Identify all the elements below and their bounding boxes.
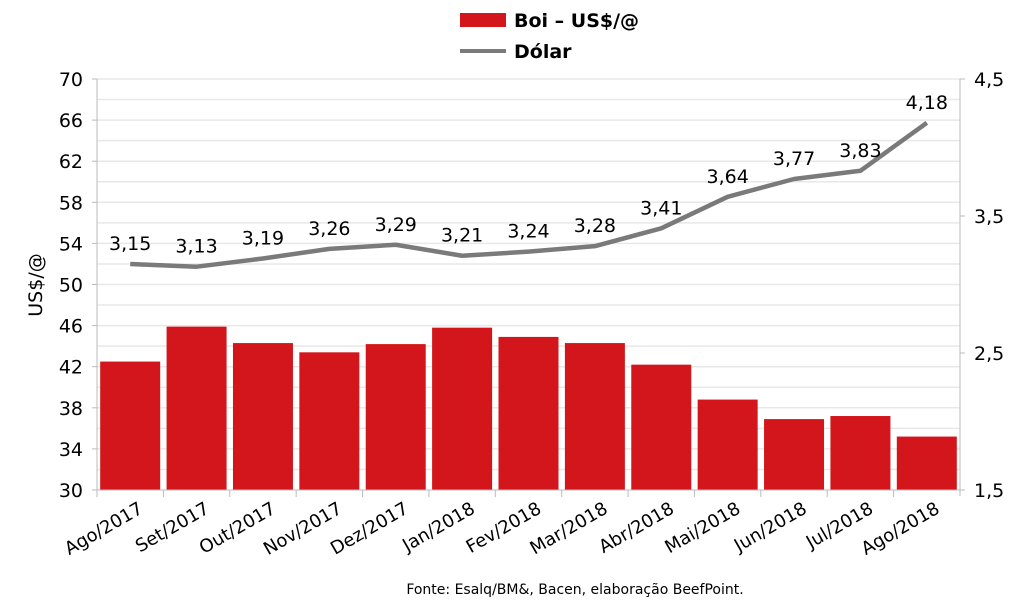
legend-swatch-bar xyxy=(460,13,506,27)
data-label: 3,15 xyxy=(109,233,151,255)
bar xyxy=(764,419,825,490)
data-label: 3,28 xyxy=(574,215,616,237)
y-tick-label: 38 xyxy=(59,398,83,420)
y-tick-label: 34 xyxy=(59,439,83,461)
x-tick-label: Mai/2018 xyxy=(661,498,744,558)
y-tick-label: 50 xyxy=(59,275,83,297)
bar xyxy=(697,399,758,490)
bar xyxy=(498,336,559,490)
y-tick-label: 70 xyxy=(59,69,83,91)
data-label: 3,29 xyxy=(375,214,417,236)
bar xyxy=(564,343,625,490)
y-tick-label: 30 xyxy=(59,480,83,502)
bar xyxy=(896,436,957,490)
y-tick-label: 54 xyxy=(59,233,83,255)
bar xyxy=(365,344,426,490)
y-axis-title: US$/@ xyxy=(25,253,47,316)
data-label: 3,13 xyxy=(175,236,217,258)
bar xyxy=(166,326,227,490)
x-tick-label: Jun/2018 xyxy=(730,498,811,557)
data-label: 3,77 xyxy=(773,148,815,170)
data-label: 3,19 xyxy=(242,227,284,249)
source-note: Fonte: Esalq/BM&, Bacen, elaboração Beef… xyxy=(406,582,743,598)
data-label: 3,83 xyxy=(839,140,881,162)
y-tick-label: 58 xyxy=(59,192,83,214)
x-tick-label: Ago/2017 xyxy=(61,498,147,559)
y2-tick-label: 4,5 xyxy=(974,69,1004,91)
data-label: 3,26 xyxy=(308,218,350,240)
y-tick-label: 66 xyxy=(59,110,83,132)
y2-tick-label: 1,5 xyxy=(974,480,1004,502)
bar xyxy=(631,364,692,490)
data-label: 3,41 xyxy=(640,197,682,219)
bar xyxy=(299,352,360,490)
y-tick-label: 42 xyxy=(59,357,83,379)
data-label: 4,18 xyxy=(906,92,948,114)
bar xyxy=(100,361,161,490)
bar xyxy=(232,343,293,490)
legend-label-bar: Boi – US$/@ xyxy=(514,10,639,32)
y2-tick-label: 3,5 xyxy=(974,206,1004,228)
data-label: 3,64 xyxy=(706,166,748,188)
data-label: 3,24 xyxy=(507,221,549,243)
dolar-line xyxy=(130,121,929,269)
bar xyxy=(432,327,493,490)
legend: Boi – US$/@ Dólar xyxy=(460,10,639,63)
data-label: 3,21 xyxy=(441,225,483,247)
y-tick-label: 62 xyxy=(59,151,83,173)
x-tick-label: Abr/2018 xyxy=(595,498,677,558)
legend-label-line: Dólar xyxy=(514,41,572,63)
y2-tick-label: 2,5 xyxy=(974,343,1004,365)
bar xyxy=(830,416,891,490)
y-tick-label: 46 xyxy=(59,316,83,338)
